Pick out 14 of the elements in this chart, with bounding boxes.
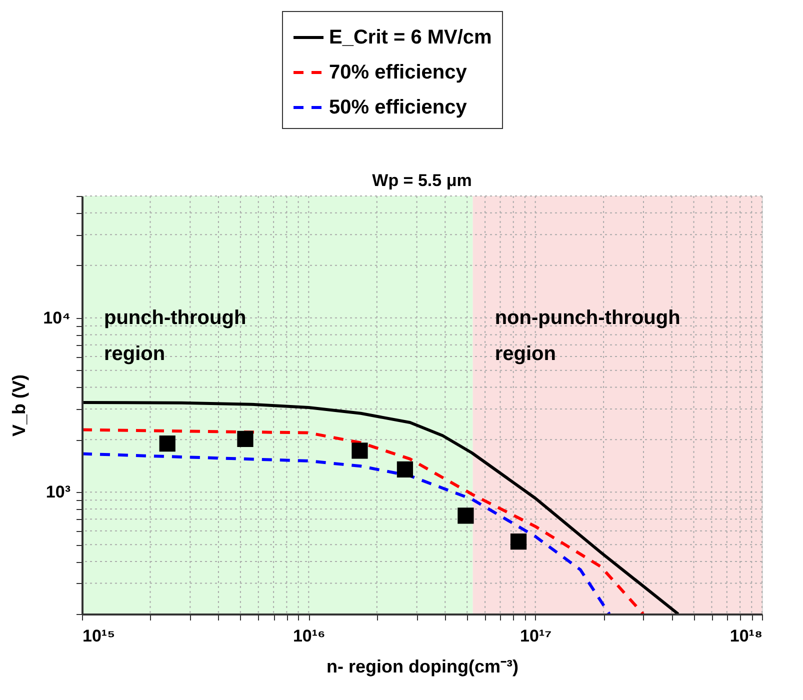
x-axis-title: n- region doping(cm⁻³) (326, 656, 518, 676)
x-tick-label: 10¹⁵ (82, 626, 116, 646)
legend-label: E_Crit = 6 MV/cm (329, 26, 492, 48)
y-axis-title: V_b (V) (9, 374, 30, 437)
band-label: punch-through region (104, 307, 246, 365)
band-label: non-punch-through region (494, 307, 680, 365)
legend-label: 50% efficiency (329, 96, 468, 118)
chart-title: Wp = 5.5 μm (372, 171, 472, 190)
x-tick-label: 10¹⁷ (520, 626, 552, 646)
y-tick-label: 10³ (46, 482, 71, 502)
y-tick-label: 10⁴ (43, 308, 70, 328)
x-tick-label: 10¹⁸ (730, 626, 762, 646)
legend-label: 70% efficiency (329, 62, 468, 84)
x-tick-label: 10¹⁶ (292, 626, 326, 646)
